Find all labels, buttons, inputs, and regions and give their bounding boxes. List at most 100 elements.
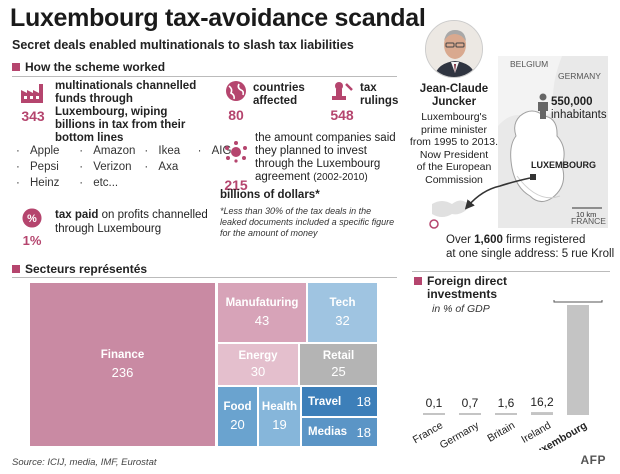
sector-finance: Finance 236 bbox=[30, 283, 215, 446]
company-item: Heinz bbox=[30, 177, 60, 189]
sector-value: 20 bbox=[230, 417, 245, 432]
stat-countries: 80 bbox=[221, 80, 251, 123]
multinationals-text: multinationals channelled funds through … bbox=[55, 80, 197, 144]
sector-manufaturing: Manufaturing 43 bbox=[218, 283, 306, 342]
luxembourg-map bbox=[429, 56, 608, 229]
sector-value: 19 bbox=[272, 417, 287, 432]
globe-icon bbox=[226, 81, 246, 101]
fdi-bar-germany bbox=[459, 413, 481, 415]
sector-label: Medias bbox=[308, 426, 347, 438]
population-block: 550,000 inhabitants bbox=[551, 96, 607, 122]
sector-value: 43 bbox=[254, 313, 270, 328]
juncker-portrait bbox=[425, 20, 483, 78]
sector-value: 18 bbox=[356, 424, 371, 440]
sector-label: Food bbox=[223, 401, 252, 413]
sector-health: Health 19 bbox=[259, 387, 300, 446]
page-subtitle: Secret deals enabled multinationals to s… bbox=[12, 38, 354, 52]
sector-medias: Medias 18 bbox=[302, 418, 377, 446]
bio-line: Luxembourg's bbox=[421, 111, 487, 123]
fdi-value-box bbox=[553, 300, 603, 303]
sector-energy: Energy 30 bbox=[218, 344, 298, 385]
investment-unit: billions of dollars* bbox=[220, 189, 320, 201]
firms-text: Over 1,600 firms registered at one singl… bbox=[446, 233, 614, 261]
sectors-divider bbox=[12, 277, 397, 278]
map-label-france: FRANCE bbox=[571, 216, 606, 226]
multinationals-count: 343 bbox=[21, 108, 45, 124]
map-label-luxembourg: LUXEMBOURG bbox=[531, 160, 596, 170]
juncker-last-name: Juncker bbox=[431, 96, 477, 108]
tax-paid-rest: on profits channelled through Luxembourg bbox=[55, 209, 208, 235]
factory-icon bbox=[21, 84, 43, 103]
juncker-bio: Luxembourg's prime minister from 1995 to… bbox=[404, 111, 504, 186]
countries-count: 80 bbox=[228, 107, 244, 123]
sector-value: 25 bbox=[331, 364, 346, 379]
percent-icon: % bbox=[22, 208, 42, 228]
firms-count: 1,600 bbox=[474, 234, 503, 246]
fdi-bar-ireland bbox=[531, 412, 553, 415]
bio-line: from 1995 to 2013. bbox=[409, 136, 499, 148]
company-item: Verizon bbox=[93, 161, 132, 173]
source-note: Source: ICIJ, media, IMF, Eurostat bbox=[12, 457, 157, 468]
afp-logo: AFP bbox=[580, 453, 606, 467]
splash-icon bbox=[225, 141, 247, 163]
capital-marker bbox=[530, 174, 536, 180]
fdi-value-label: 0,1 bbox=[426, 396, 443, 410]
fdi-title-line1: Foreign direct bbox=[427, 274, 508, 288]
fdi-divider bbox=[412, 271, 610, 272]
map-label-germany: GERMANY bbox=[558, 71, 601, 81]
footnote: *Less than 30% of the tax deals in the l… bbox=[220, 206, 395, 238]
address-marker bbox=[429, 219, 439, 229]
map-label-belgium: BELGIUM bbox=[510, 59, 549, 69]
person-icon bbox=[538, 93, 548, 119]
rulings-count: 548 bbox=[330, 107, 354, 123]
fdi-bar-luxembourg bbox=[567, 305, 589, 415]
sector-label: Finance bbox=[100, 349, 145, 361]
heading-marker bbox=[414, 277, 422, 285]
rulings-text: tax rulings bbox=[360, 82, 399, 107]
fdi-bar-britain bbox=[495, 413, 517, 415]
sectors-heading: Secteurs représentés bbox=[12, 262, 147, 276]
sector-tech: Tech 32 bbox=[308, 283, 377, 342]
fdi-bar-chart: 0,1France0,7Germany1,6Britain16,2Ireland… bbox=[412, 300, 603, 450]
investment-years: (2002-2010) bbox=[313, 172, 368, 183]
sector-label: Tech bbox=[329, 297, 356, 309]
sectors-heading-text: Secteurs représentés bbox=[25, 262, 148, 276]
investment-amount: 215 bbox=[224, 177, 248, 193]
stat-rulings: 548 bbox=[327, 80, 357, 123]
sector-value: 30 bbox=[250, 364, 266, 379]
company-item: Ikea bbox=[158, 145, 181, 157]
bio-line: prime minister bbox=[421, 123, 487, 136]
firms-address: at one single address: 5 rue Kroll bbox=[446, 248, 615, 260]
tax-paid-value: 1% bbox=[22, 233, 42, 248]
fdi-title-line2: investments bbox=[427, 287, 498, 301]
scheme-heading-text: How the scheme worked bbox=[25, 60, 166, 74]
fdi-bar-france bbox=[423, 413, 445, 415]
bio-line: Commission bbox=[425, 173, 483, 186]
investment-text: the amount companies said they planned t… bbox=[255, 132, 396, 183]
bio-line: Now President bbox=[419, 148, 489, 161]
tax-paid-bold: tax paid bbox=[55, 209, 99, 221]
portrait-figure bbox=[426, 21, 482, 77]
tax-paid-text: tax paid on profits channelled through L… bbox=[55, 208, 215, 236]
company-item: Pepsi bbox=[30, 161, 59, 173]
fdi-value-label: 1,6 bbox=[498, 396, 515, 410]
stat-investment: 215 bbox=[221, 140, 251, 193]
companies-list: · Apple · Amazon · Ikea · AIG · Pepsi · Verizo… bbox=[16, 145, 232, 189]
sector-food: Food 20 bbox=[218, 387, 257, 446]
fdi-category-label: Germany bbox=[438, 419, 482, 450]
juncker-first-name: Jean-Claude bbox=[419, 83, 489, 95]
scheme-heading: How the scheme worked bbox=[12, 60, 165, 74]
stat-tax-paid: % 1% bbox=[18, 208, 46, 248]
sector-label: Retail bbox=[322, 350, 355, 362]
company-item: etc... bbox=[93, 177, 119, 189]
population-value: 550,000 bbox=[551, 96, 593, 108]
juncker-name: Jean-Claude Juncker bbox=[404, 83, 504, 109]
fdi-title: Foreign direct investments bbox=[414, 275, 507, 301]
fdi-subtitle: in % of GDP bbox=[432, 303, 490, 315]
heading-marker bbox=[12, 63, 20, 71]
firms-text-b: firms registered bbox=[502, 234, 586, 246]
company-item: Amazon bbox=[93, 145, 136, 157]
sector-value: 32 bbox=[335, 313, 350, 328]
bio-line: of the European bbox=[416, 161, 492, 173]
sector-travel: Travel 18 bbox=[302, 387, 377, 416]
